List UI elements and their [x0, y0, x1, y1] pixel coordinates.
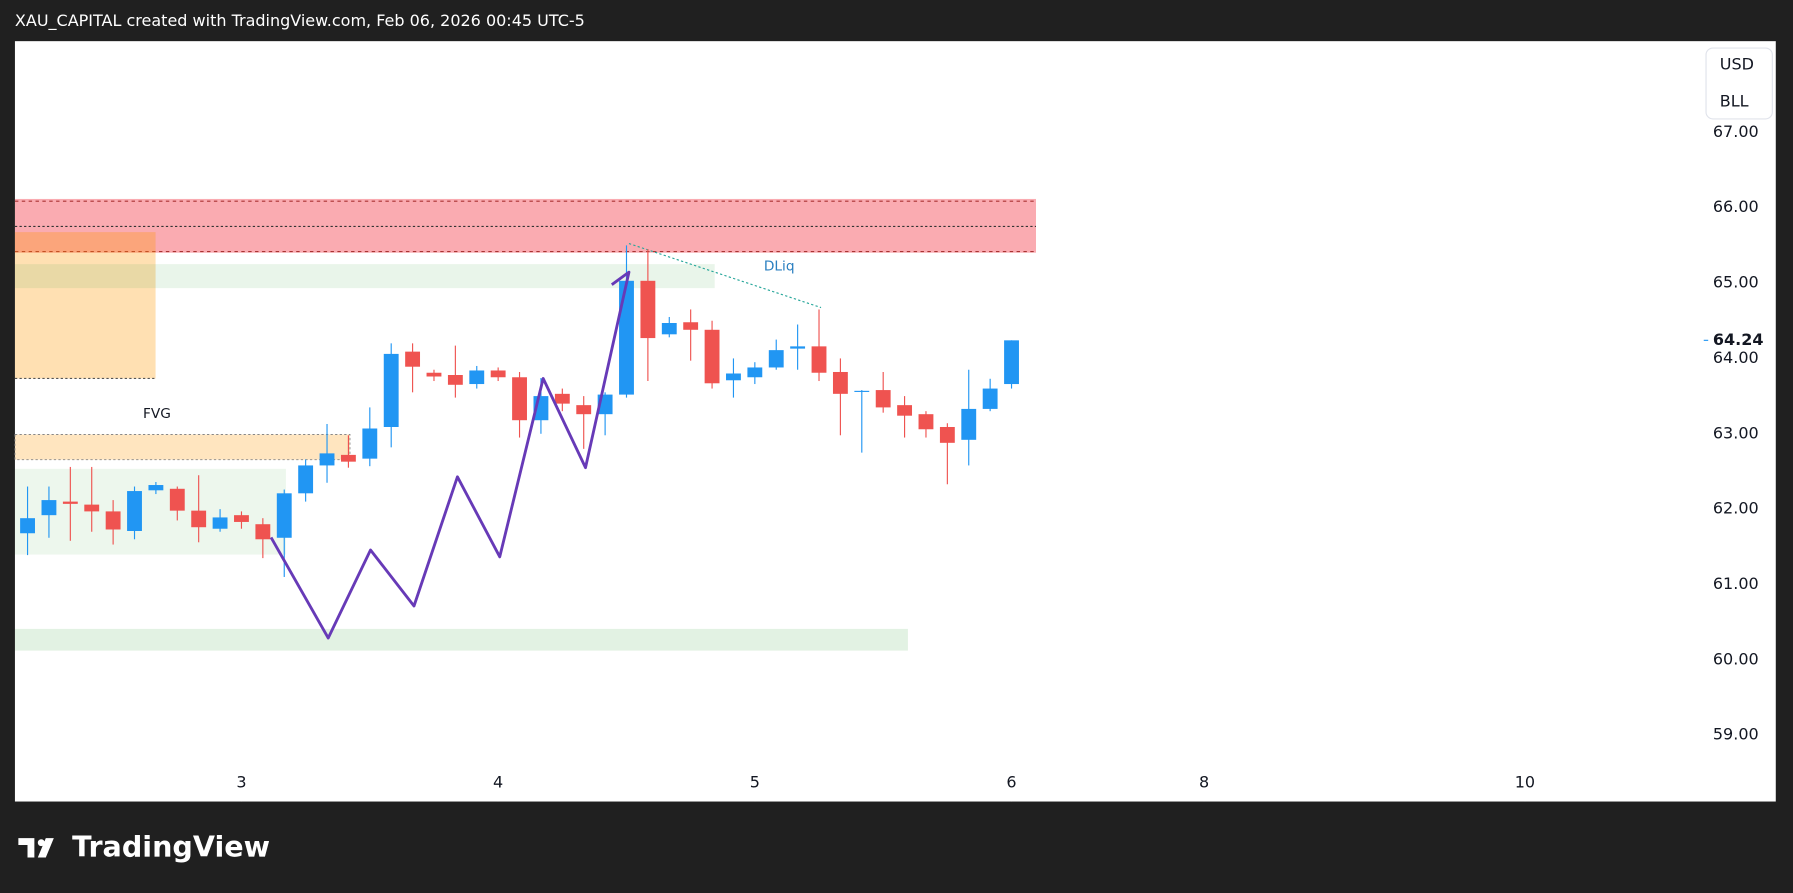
currency-box [1705, 47, 1773, 120]
candle-body [790, 346, 806, 349]
logo-mark [18, 838, 54, 858]
candle-body [490, 370, 506, 378]
dliq-label: DLiq [764, 258, 795, 274]
y-tick-label: 66.00 [1713, 197, 1759, 216]
plot: DLiq FVG [14, 198, 1036, 651]
logo-dot [37, 839, 45, 847]
candle-body [84, 504, 100, 512]
candle-body [897, 405, 913, 416]
candle-body [961, 408, 977, 440]
candle-body [319, 453, 335, 466]
chart-panel [14, 41, 1776, 802]
candle-body [854, 390, 870, 392]
x-tick-label: 4 [493, 773, 503, 792]
candle-body [426, 372, 442, 377]
candle-body [148, 485, 164, 491]
y-tick-label: 62.00 [1713, 499, 1759, 518]
x-tick-label: 5 [750, 773, 760, 792]
candle-body [105, 511, 121, 530]
demand-zone [14, 468, 286, 555]
candle-body [512, 377, 527, 421]
candles [20, 245, 1019, 577]
y-tick-label: 67.00 [1713, 122, 1759, 141]
fvg-zone [14, 434, 351, 461]
currency: USD [1720, 55, 1754, 74]
candle-body [362, 428, 378, 459]
axes: 59.00 60.00 61.00 62.00 63.00 64.00 65.00 66.00… [236, 122, 1766, 802]
candle-body [726, 373, 741, 381]
candle-body [576, 405, 592, 415]
y-tick-label: 64.00 [1713, 348, 1759, 367]
candle-body [169, 488, 185, 511]
demand-zone [14, 628, 908, 651]
candle-body [683, 322, 699, 330]
tv-logo: TradingView [18, 829, 270, 863]
x-tick-label: 3 [236, 773, 246, 792]
dliq-line [628, 243, 822, 309]
order-block [14, 232, 156, 379]
candle-body [234, 515, 249, 522]
demand-zone [14, 264, 715, 289]
candle-body [982, 388, 998, 409]
header: XAU_CAPITAL created with TradingView.com… [15, 11, 585, 31]
candle-body [661, 323, 677, 335]
candle-body [447, 374, 463, 385]
candle-body [875, 390, 891, 408]
candle-body [939, 426, 955, 443]
y-tick-label: 59.00 [1713, 725, 1759, 744]
unit: BLL [1720, 91, 1749, 110]
candle-body [276, 493, 292, 538]
logo-text: TradingView [72, 829, 270, 863]
candle-body [255, 524, 271, 540]
candle-body [619, 280, 634, 395]
candle-body [747, 367, 763, 378]
candle-body [918, 414, 934, 430]
candle-body [704, 329, 720, 384]
candle-body [191, 510, 207, 528]
candle-body [768, 350, 784, 368]
last-price-label: 64.24 [1713, 330, 1764, 349]
projection-path [269, 270, 631, 640]
candle-body [340, 454, 356, 462]
y-tick-label: 65.00 [1713, 273, 1759, 292]
candle-body [41, 500, 57, 516]
last-price-bg [1708, 330, 1766, 351]
candle-body [469, 370, 485, 385]
candle-body [405, 351, 421, 367]
x-tick-label: 10 [1515, 773, 1535, 792]
y-tick-label: 61.00 [1713, 574, 1759, 593]
x-tick-label: 8 [1199, 773, 1209, 792]
candle-body [20, 518, 35, 534]
x-tick-label: 6 [1006, 773, 1016, 792]
candle-body [62, 501, 78, 504]
candle-body [554, 393, 570, 404]
candle-body [640, 280, 656, 339]
candle-body [127, 491, 142, 531]
candle-body [298, 465, 314, 494]
candle-body [811, 346, 827, 373]
candle-body [383, 353, 399, 427]
y-tick-label: 63.00 [1713, 423, 1759, 442]
candle-body [212, 517, 228, 529]
fvg-label: FVG [143, 406, 171, 422]
candle-body [1004, 340, 1019, 385]
y-tick-label: 60.00 [1713, 649, 1759, 668]
candle-body [832, 371, 848, 394]
